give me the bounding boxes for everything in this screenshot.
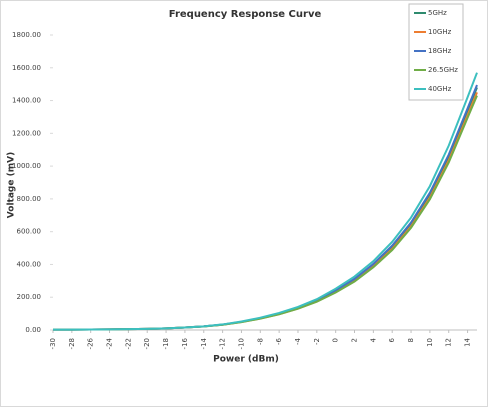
y-tick-label: 800.00	[17, 195, 42, 203]
y-tick-label: 1800.00	[12, 31, 41, 39]
series-line	[52, 72, 478, 331]
x-tick-label: -30	[49, 338, 57, 349]
y-tick-label: 1400.00	[12, 97, 41, 105]
legend-label: 5GHz	[428, 9, 447, 17]
x-tick-label: -16	[181, 337, 189, 349]
y-axis-title: Voltage (mV)	[7, 152, 17, 218]
x-axis-title: Power (dBm)	[213, 355, 279, 365]
x-tick-label: -28	[68, 338, 76, 349]
x-tick-label: -24	[106, 337, 114, 349]
legend-label: 10GHz	[428, 28, 452, 36]
x-tick-label: 0	[332, 338, 340, 342]
x-tick-label: -22	[124, 338, 132, 349]
legend-label: 26.5GHz	[428, 66, 458, 74]
y-tick-label: 400.00	[17, 260, 42, 268]
y-tick-label: 1200.00	[12, 129, 41, 137]
x-tick-label: 4	[369, 337, 377, 342]
legend-label: 18GHz	[428, 47, 452, 55]
x-tick-label: -2	[313, 338, 321, 345]
y-tick-label: 1000.00	[12, 162, 41, 170]
x-tick-label: -18	[162, 338, 170, 349]
x-tick-label: -4	[294, 337, 302, 345]
x-tick-label: 14	[464, 337, 472, 346]
x-tick-label: 12	[445, 338, 453, 347]
x-tick-label: 8	[407, 338, 415, 342]
x-tick-label: -10	[237, 338, 245, 349]
x-tick-label: -6	[275, 337, 283, 345]
x-tick-label: 6	[388, 337, 396, 342]
x-tick-label: -12	[219, 338, 227, 349]
x-tick-label: -20	[143, 338, 151, 349]
y-tick-label: 1600.00	[12, 64, 41, 72]
chart-title: Frequency Response Curve	[169, 9, 322, 20]
x-tick-label: 2	[351, 338, 359, 342]
x-tick-label: -8	[256, 338, 264, 345]
x-tick-label: 10	[426, 338, 434, 347]
y-tick-label: 600.00	[17, 228, 42, 236]
x-tick-label: -14	[200, 337, 208, 349]
y-tick-label: 200.00	[17, 293, 42, 301]
legend-label: 40GHz	[428, 85, 452, 93]
x-tick-label: -26	[87, 337, 95, 349]
y-tick-label: 0.00	[25, 326, 41, 334]
